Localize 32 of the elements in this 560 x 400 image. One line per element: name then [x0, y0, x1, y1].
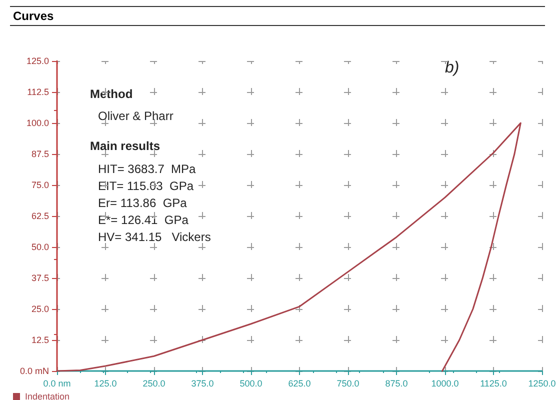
x-tick-label: 0.0 nm	[43, 378, 71, 388]
annotation: Oliver & Pharr	[98, 109, 174, 123]
line-series	[56, 122, 522, 372]
chart-title: Curves	[10, 6, 545, 26]
y-tick-label: 12.5	[31, 335, 49, 345]
x-tick-label: 625.0	[288, 378, 311, 388]
annotation: Method	[90, 87, 133, 101]
y-tick-label: 125.0	[26, 56, 49, 66]
x-tick-label: 125.0	[94, 378, 117, 388]
annotation: Main results	[90, 139, 160, 153]
y-tick-label: 25.0	[31, 304, 49, 314]
x-tick-label: 1125.0	[480, 378, 507, 388]
legend-label: Indentation	[25, 392, 70, 400]
y-tick-label: 50.0	[31, 242, 49, 252]
annotation: Er= 113.86 GPa	[98, 196, 188, 210]
annotation: b)	[445, 60, 460, 76]
x-tick-label: 750.0	[336, 378, 360, 388]
y-tick-label: 37.5	[31, 273, 49, 283]
annotation: HIT= 3683.7 MPa	[98, 162, 196, 176]
y-tick-label: 87.5	[31, 149, 49, 159]
y-tick-label: 62.5	[31, 211, 49, 221]
x-tick-label: 875.0	[385, 378, 408, 388]
y-tick-label: 0.0 mN	[20, 366, 49, 376]
x-tick-label: 375.0	[191, 378, 214, 388]
y-tick-label: 112.5	[27, 87, 49, 97]
y-tick-label: 100.0	[26, 118, 49, 128]
annotation: HV= 341.15 Vickers	[98, 230, 211, 244]
x-tick-label: 1250.0	[528, 378, 556, 388]
x-tick-label: 250.0	[142, 378, 166, 388]
x-tick-label: 1000.0	[431, 378, 459, 388]
x-tick-label: 500.0	[240, 378, 262, 388]
y-tick-label: 75.0	[31, 180, 49, 190]
